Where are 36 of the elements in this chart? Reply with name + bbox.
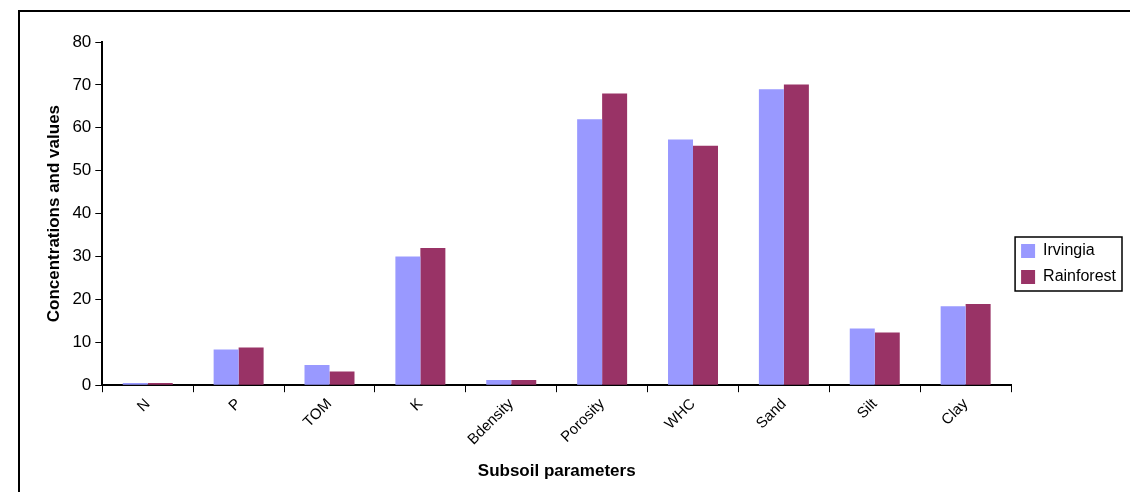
x-tick-label: P	[224, 394, 244, 414]
bar	[577, 119, 603, 385]
y-axis-title: Concentrations and values	[43, 104, 63, 323]
bar	[940, 306, 966, 385]
bar	[693, 145, 718, 385]
x-tick-label: Silt	[853, 394, 881, 422]
y-tick-label: 10	[72, 331, 92, 351]
x-tick-label: Clay	[937, 394, 972, 428]
x-tick-label: K	[406, 394, 426, 414]
bar	[874, 332, 900, 385]
bar	[486, 380, 512, 385]
y-tick-label: 30	[72, 246, 92, 266]
y-tick-label: 0	[81, 374, 92, 394]
bar	[420, 247, 446, 385]
y-tick-label: 70	[72, 74, 92, 94]
bar	[965, 304, 991, 385]
x-axis-title: Subsoil parameters	[477, 461, 636, 481]
y-tick-label: 60	[72, 117, 92, 137]
bar	[511, 380, 537, 385]
bar	[783, 84, 809, 385]
bar	[304, 365, 330, 385]
bar	[329, 371, 355, 385]
y-tick-label: 20	[72, 289, 92, 309]
legend-label: Irvingia	[1043, 241, 1095, 259]
bar	[602, 93, 628, 385]
bar	[238, 347, 264, 385]
legend-label: Rainforest	[1043, 267, 1117, 285]
y-tick-label: 80	[72, 31, 92, 51]
bar	[395, 256, 421, 385]
bar	[668, 139, 694, 385]
bar	[758, 89, 784, 385]
y-tick-label: 40	[72, 203, 92, 223]
bar	[213, 349, 239, 385]
bar	[849, 328, 875, 385]
x-tick-label: N	[133, 394, 153, 415]
y-tick-label: 50	[72, 160, 92, 180]
